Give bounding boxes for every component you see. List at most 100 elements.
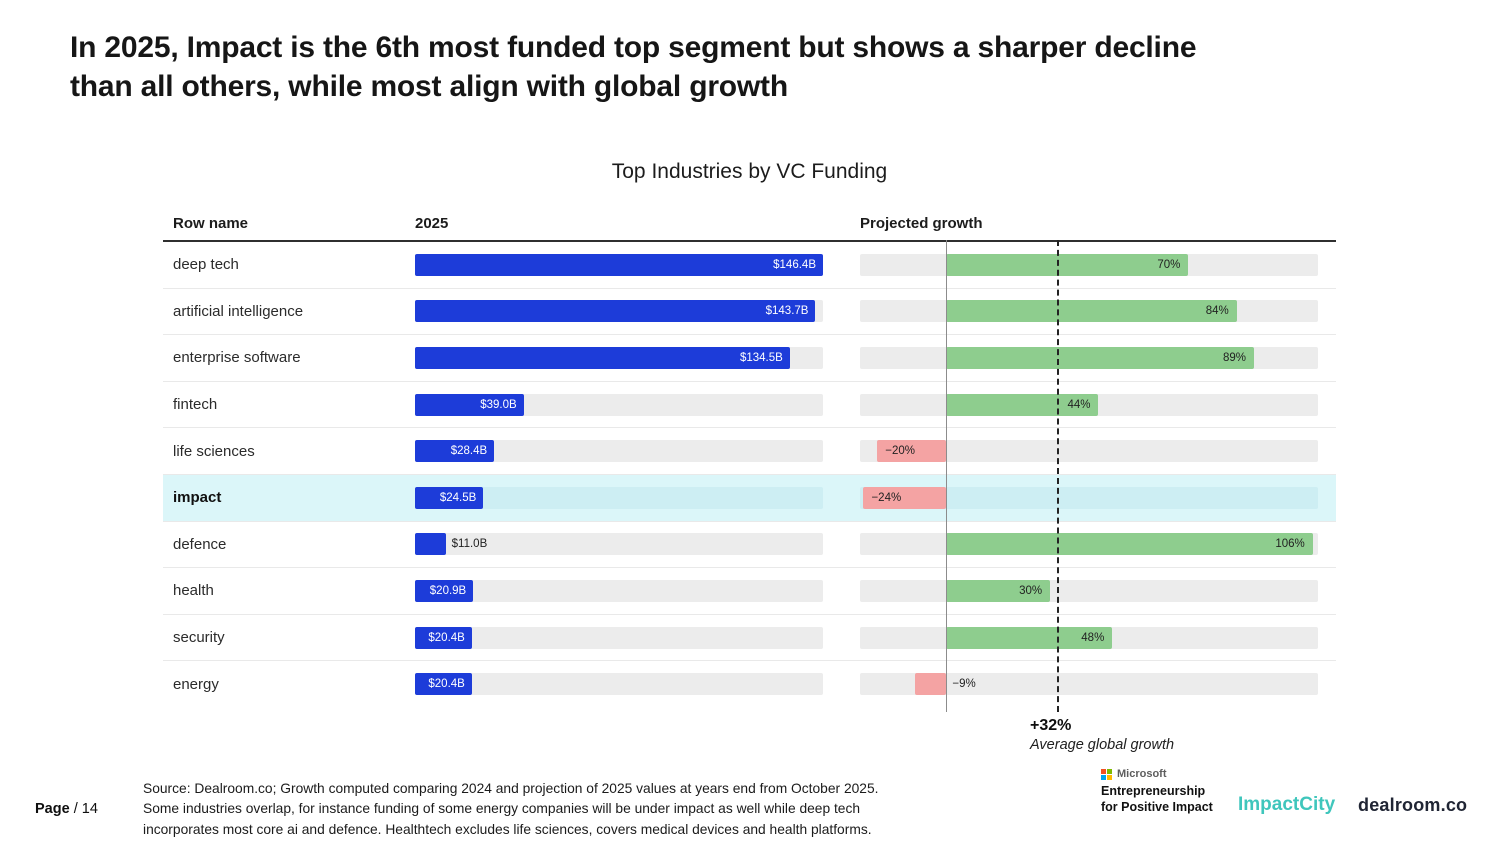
funding-value-label: $39.0B: [480, 398, 517, 411]
growth-value-label: 106%: [1275, 538, 1305, 551]
funding-track: $20.4B: [415, 673, 823, 696]
average-growth-caption: Average global growth: [1030, 736, 1175, 753]
average-growth-value: +32%: [1030, 716, 1072, 734]
dealroom-logo: dealroom.co: [1358, 795, 1468, 815]
growth-track: 106%: [860, 533, 1318, 556]
column-header-2025: 2025: [415, 215, 449, 232]
funding-cell: $28.4B: [415, 440, 823, 463]
table-row: security $20.4B 48%: [163, 615, 1336, 662]
growth-value-label: 30%: [1019, 584, 1043, 597]
row-label: security: [173, 629, 225, 647]
funding-value-label: $146.4B: [773, 258, 816, 271]
funding-cell: $20.4B: [415, 673, 823, 696]
funding-track: $20.9B: [415, 579, 823, 602]
growth-track: −9%: [860, 673, 1318, 696]
table-row: enterprise software $134.5B 89%: [163, 335, 1336, 382]
microsoft-square-yellow: [1107, 774, 1112, 780]
funding-bar: $20.9B: [415, 579, 474, 602]
funding-value-label: $134.5B: [739, 351, 783, 364]
growth-bar: 84%: [946, 300, 1237, 323]
row-label: impact: [173, 489, 222, 507]
page-value: / 14: [73, 801, 98, 817]
row-label: deep tech: [173, 256, 239, 274]
funding-value-label: $143.7B: [765, 305, 809, 318]
growth-cell: −9%: [860, 673, 1318, 696]
growth-track: −24%: [860, 486, 1318, 509]
table-row: deep tech $146.4B 70%: [163, 242, 1336, 289]
funding-track: $11.0B: [415, 533, 823, 556]
microsoft-wordmark: Microsoft: [1117, 768, 1167, 780]
page-word: Page: [35, 801, 70, 817]
growth-cell: −20%: [860, 440, 1318, 463]
funding-cell: $134.5B: [415, 346, 823, 369]
row-label: life sciences: [173, 442, 255, 460]
growth-track: 70%: [860, 253, 1318, 276]
impactcity-logo: ImpactCity: [1238, 794, 1336, 815]
growth-value-label: 84%: [1205, 305, 1229, 318]
column-header-row-name: Row name: [173, 215, 249, 232]
funding-cell: $20.4B: [415, 626, 823, 649]
column-header-projected-growth: Projected growth: [860, 215, 983, 232]
growth-bar: [915, 673, 947, 696]
funding-value-label: $20.9B: [429, 584, 467, 597]
growth-value-label: 48%: [1081, 631, 1105, 644]
row-label: defence: [173, 535, 227, 553]
growth-cell: 44%: [860, 393, 1318, 416]
growth-cell: −24%: [860, 486, 1318, 509]
funding-value-label: $11.0B: [451, 538, 488, 551]
growth-cell: 48%: [860, 626, 1318, 649]
growth-value-label: −24%: [871, 491, 902, 504]
table-row: life sciences $28.4B −20%: [163, 428, 1336, 475]
growth-value-label: 44%: [1067, 398, 1091, 411]
growth-value-label: −9%: [952, 678, 976, 691]
funding-value-label: $20.4B: [428, 678, 465, 691]
page-number: Page / 14: [35, 801, 98, 817]
funding-bar: $20.4B: [415, 626, 472, 649]
growth-bar: 48%: [946, 626, 1113, 649]
growth-cell: 84%: [860, 300, 1318, 323]
table-row: energy $20.4B −9%: [163, 661, 1336, 707]
growth-cell: 70%: [860, 253, 1318, 276]
table-row: artificial intelligence $143.7B 84%: [163, 289, 1336, 336]
funding-bar: $28.4B: [415, 440, 495, 463]
table-row: fintech $39.0B 44%: [163, 382, 1336, 429]
growth-track: 44%: [860, 393, 1318, 416]
table-row-highlighted: impact $24.5B −24%: [163, 474, 1336, 522]
funding-bar: $20.4B: [415, 673, 472, 696]
table-row: health $20.9B 30%: [163, 568, 1336, 615]
row-label: enterprise software: [173, 349, 301, 367]
funding-value-label: $20.4B: [428, 631, 465, 644]
funding-track: $134.5B: [415, 346, 823, 369]
microsoft-brand: Microsoft: [1101, 768, 1213, 780]
microsoft-logo-block: Microsoft Entrepreneurship for Positive …: [1101, 768, 1213, 815]
funding-cell: $146.4B: [415, 253, 823, 276]
funding-bar: $146.4B: [415, 253, 823, 276]
chart-title: Top Industries by VC Funding: [611, 160, 888, 183]
funding-cell: $11.0B: [415, 533, 823, 556]
growth-bar: −24%: [863, 486, 947, 509]
growth-bar: 30%: [946, 579, 1051, 602]
growth-bar: −20%: [877, 440, 947, 463]
microsoft-program-line2: for Positive Impact: [1101, 799, 1213, 814]
growth-bar: 89%: [946, 346, 1255, 369]
funding-track: $39.0B: [415, 393, 823, 416]
row-label: energy: [173, 675, 219, 693]
growth-value-label: 70%: [1157, 258, 1181, 271]
vc-funding-chart: Top Industries by VC Funding Row name 20…: [163, 160, 1336, 753]
source-note: Source: Dealroom.co; Growth computed com…: [143, 781, 879, 837]
funding-cell: $39.0B: [415, 393, 823, 416]
funding-cell: $24.5B: [415, 486, 823, 509]
growth-track: 48%: [860, 626, 1318, 649]
growth-track: −20%: [860, 440, 1318, 463]
funding-cell: $143.7B: [415, 300, 823, 323]
growth-value-label: −20%: [885, 445, 916, 458]
funding-bar: $39.0B: [415, 393, 524, 416]
row-label: artificial intelligence: [173, 302, 304, 320]
funding-track: $20.4B: [415, 626, 823, 649]
growth-cell: 106%: [860, 533, 1318, 556]
growth-track: 30%: [860, 579, 1318, 602]
funding-value-label: $24.5B: [439, 491, 477, 504]
growth-bar: 44%: [946, 393, 1099, 416]
growth-track: 89%: [860, 346, 1318, 369]
microsoft-logo-icon: [1101, 768, 1112, 780]
